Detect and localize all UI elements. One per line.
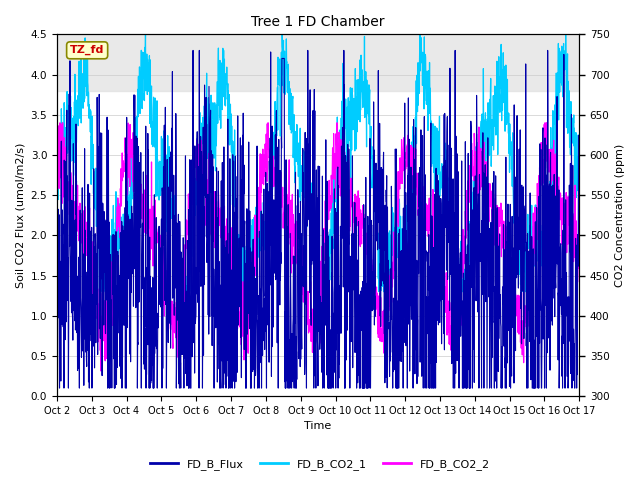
Bar	[57, 35, 579, 91]
Y-axis label: CO2 Concentration (ppm): CO2 Concentration (ppm)	[615, 144, 625, 287]
X-axis label: Time: Time	[305, 421, 332, 432]
Y-axis label: Soil CO2 Flux (umol/m2/s): Soil CO2 Flux (umol/m2/s)	[15, 143, 25, 288]
Text: TZ_fd: TZ_fd	[70, 45, 104, 56]
Title: Tree 1 FD Chamber: Tree 1 FD Chamber	[252, 15, 385, 29]
Legend: FD_B_Flux, FD_B_CO2_1, FD_B_CO2_2: FD_B_Flux, FD_B_CO2_1, FD_B_CO2_2	[145, 455, 495, 474]
